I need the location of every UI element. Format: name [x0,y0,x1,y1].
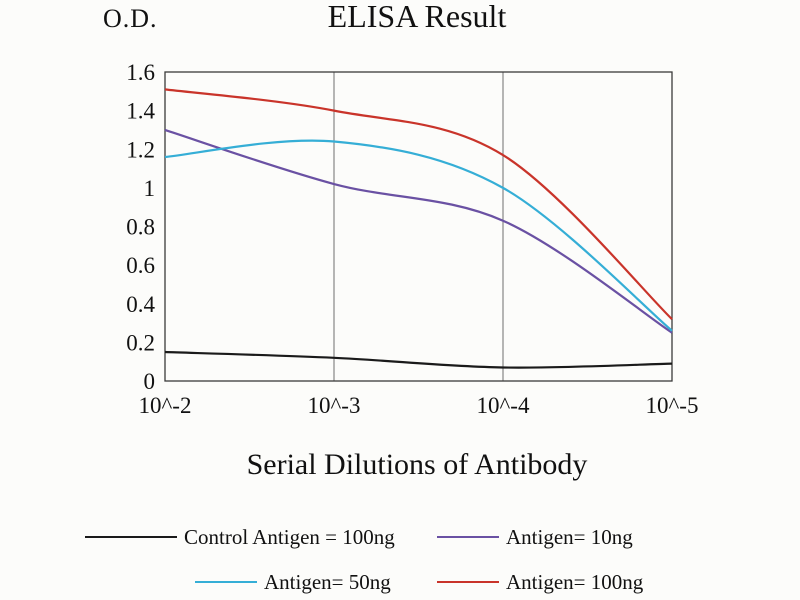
legend-label: Antigen= 100ng [506,569,644,594]
legend-label: Control Antigen = 100ng [184,524,395,549]
legend-line-sample [85,536,177,538]
legend-line-sample [437,536,499,538]
series-line-antigen-100ng [164,88,673,320]
chart-title: ELISA Result [327,0,507,34]
legend-item: Antigen= 100ng [437,570,643,594]
y-axis-title: O.D. [103,4,158,33]
series-line-antigen-10ng [164,128,673,334]
y-tick-label: 1.4 [126,99,155,124]
y-tick-label: 1 [144,176,156,201]
y-tick-label: 0.8 [126,215,155,240]
legend-line-sample [195,581,257,583]
legend-item: Antigen= 10ng [437,525,633,549]
x-axis-title: Serial Dilutions of Antibody [246,448,588,481]
legend-line-sample [437,581,499,583]
y-tick-label: 0.6 [126,253,155,278]
legend-label: Antigen= 50ng [264,569,391,594]
plot-border [164,71,673,382]
x-tick-label: 10^-4 [477,393,530,418]
y-tick-label: 0.4 [126,292,155,317]
y-tick-label: 1.2 [126,137,155,162]
x-tick-label: 10^-3 [308,393,361,418]
series-line-control-antigen-100ng [164,350,673,369]
series-line-antigen-50ng [164,139,673,332]
x-tick-label: 10^-2 [139,393,192,418]
x-tick-label: 10^-5 [646,393,699,418]
legend-item: Control Antigen = 100ng [85,525,395,549]
y-tick-label: 0.2 [126,330,155,355]
y-tick-label: 0 [144,369,156,394]
legend-item: Antigen= 50ng [195,570,391,594]
y-tick-label: 1.6 [126,60,155,85]
legend-label: Antigen= 10ng [506,524,633,549]
